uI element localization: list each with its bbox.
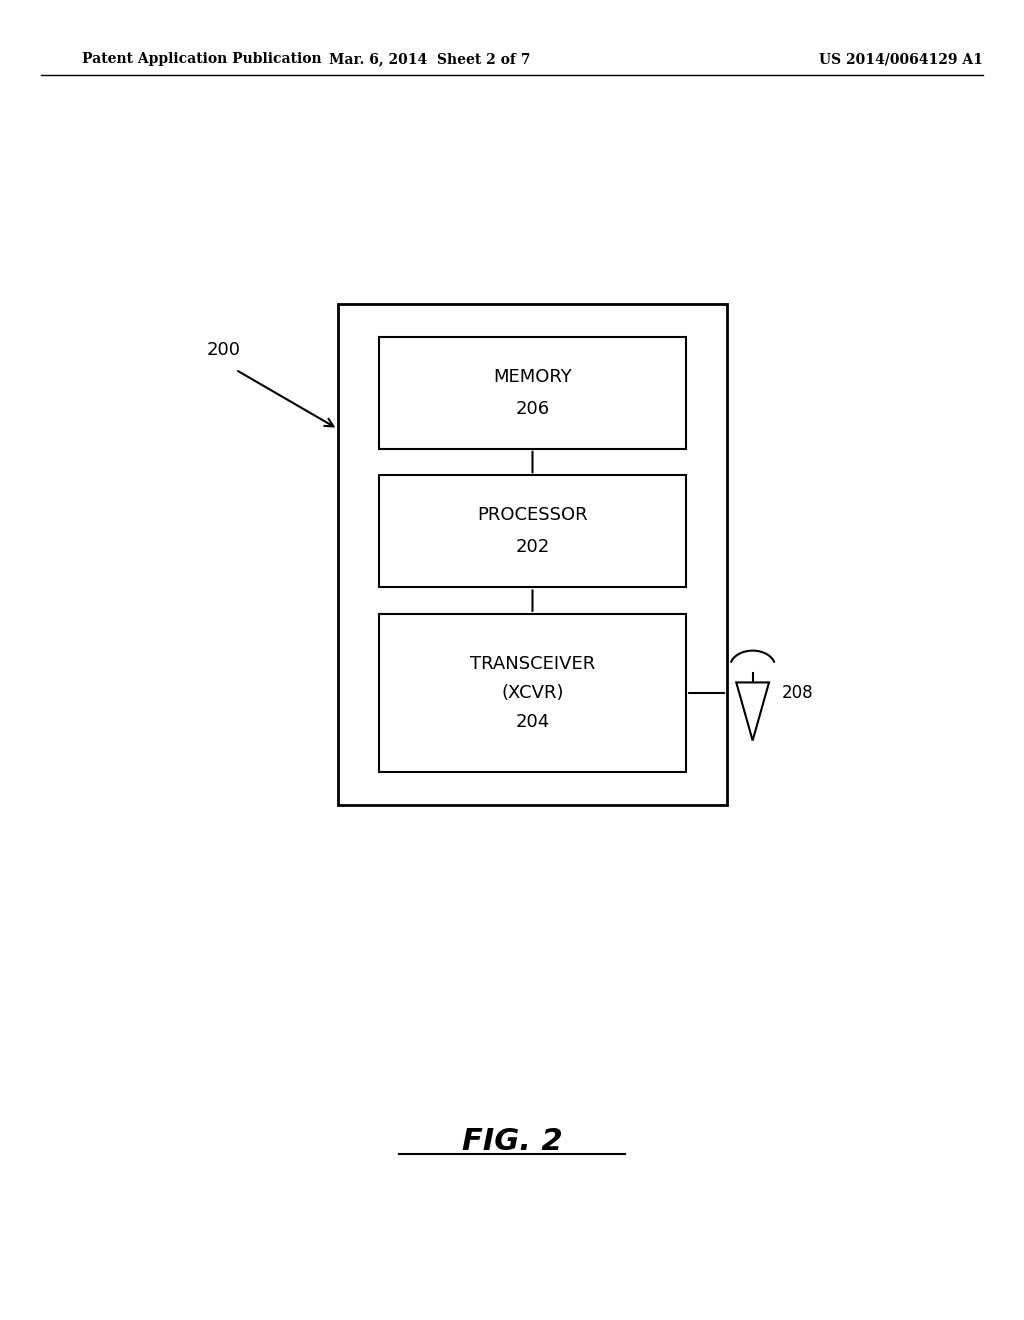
Text: US 2014/0064129 A1: US 2014/0064129 A1 xyxy=(819,53,983,66)
Text: Patent Application Publication: Patent Application Publication xyxy=(82,53,322,66)
Text: 208: 208 xyxy=(781,684,813,702)
Text: MEMORY: MEMORY xyxy=(494,368,571,385)
Polygon shape xyxy=(736,682,769,741)
Text: PROCESSOR: PROCESSOR xyxy=(477,507,588,524)
Text: 206: 206 xyxy=(515,400,550,417)
Text: 204: 204 xyxy=(515,713,550,731)
Text: TRANSCEIVER: TRANSCEIVER xyxy=(470,655,595,673)
Text: (XCVR): (XCVR) xyxy=(501,684,564,702)
Text: Mar. 6, 2014  Sheet 2 of 7: Mar. 6, 2014 Sheet 2 of 7 xyxy=(330,53,530,66)
Text: FIG. 2: FIG. 2 xyxy=(462,1127,562,1156)
FancyBboxPatch shape xyxy=(379,337,686,449)
Text: 200: 200 xyxy=(206,341,241,359)
FancyBboxPatch shape xyxy=(379,614,686,772)
FancyBboxPatch shape xyxy=(379,475,686,587)
Text: 202: 202 xyxy=(515,539,550,556)
FancyBboxPatch shape xyxy=(338,304,727,805)
